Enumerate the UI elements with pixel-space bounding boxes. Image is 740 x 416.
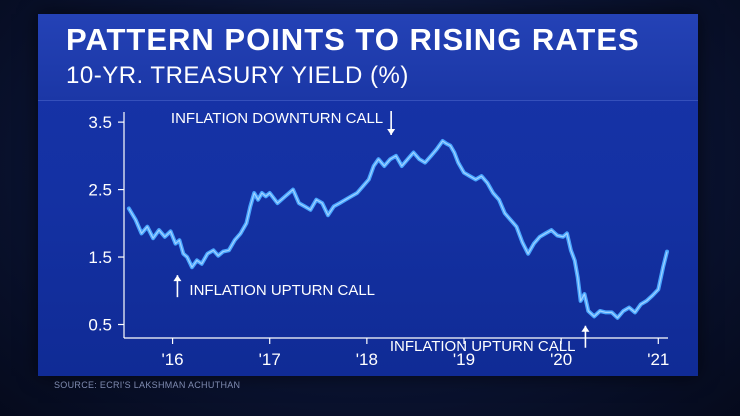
x-tick-label: '19 [453,350,475,369]
series-layer [126,139,669,320]
y-tick-label: 2.5 [88,181,112,200]
y-tick-label: 3.5 [88,113,112,132]
x-tick-label: '18 [356,350,378,369]
annotation: INFLATION UPTURN CALL [173,275,375,299]
series-line-highlight [128,140,668,319]
annotation-label: INFLATION UPTURN CALL [189,282,375,299]
y-tick-label: 0.5 [88,316,112,335]
title-band [38,14,698,101]
x-tick-label: '21 [647,350,669,369]
annotation-label: INFLATION DOWNTURN CALL [171,110,383,127]
chart-subtitle: 10-YR. TREASURY YIELD (%) [66,62,409,89]
annotation-arrowhead [387,129,396,136]
x-tick-label: '16 [161,350,183,369]
x-tick-label: '17 [259,350,281,369]
annotation: INFLATION DOWNTURN CALL [171,110,396,136]
source-note: SOURCE: ECRI'S LAKSHMAN ACHUTHAN [54,380,241,390]
annotation-label: INFLATION UPTURN CALL [390,338,576,355]
x-axis: '16 '17 '18 '19 '20 '21 [124,337,669,369]
y-axis: 0.5 1.5 2.5 3.5 [88,112,125,338]
y-tick-label: 1.5 [88,248,112,267]
annotation-arrowhead [581,325,590,332]
chart-title: PATTERN POINTS TO RISING RATES [66,22,640,57]
x-tick-label: '20 [550,350,572,369]
annotation-arrowhead [173,275,182,282]
annotation-layer: INFLATION DOWNTURN CALL INFLATION UPTURN … [171,110,590,355]
annotation: INFLATION UPTURN CALL [390,325,590,355]
